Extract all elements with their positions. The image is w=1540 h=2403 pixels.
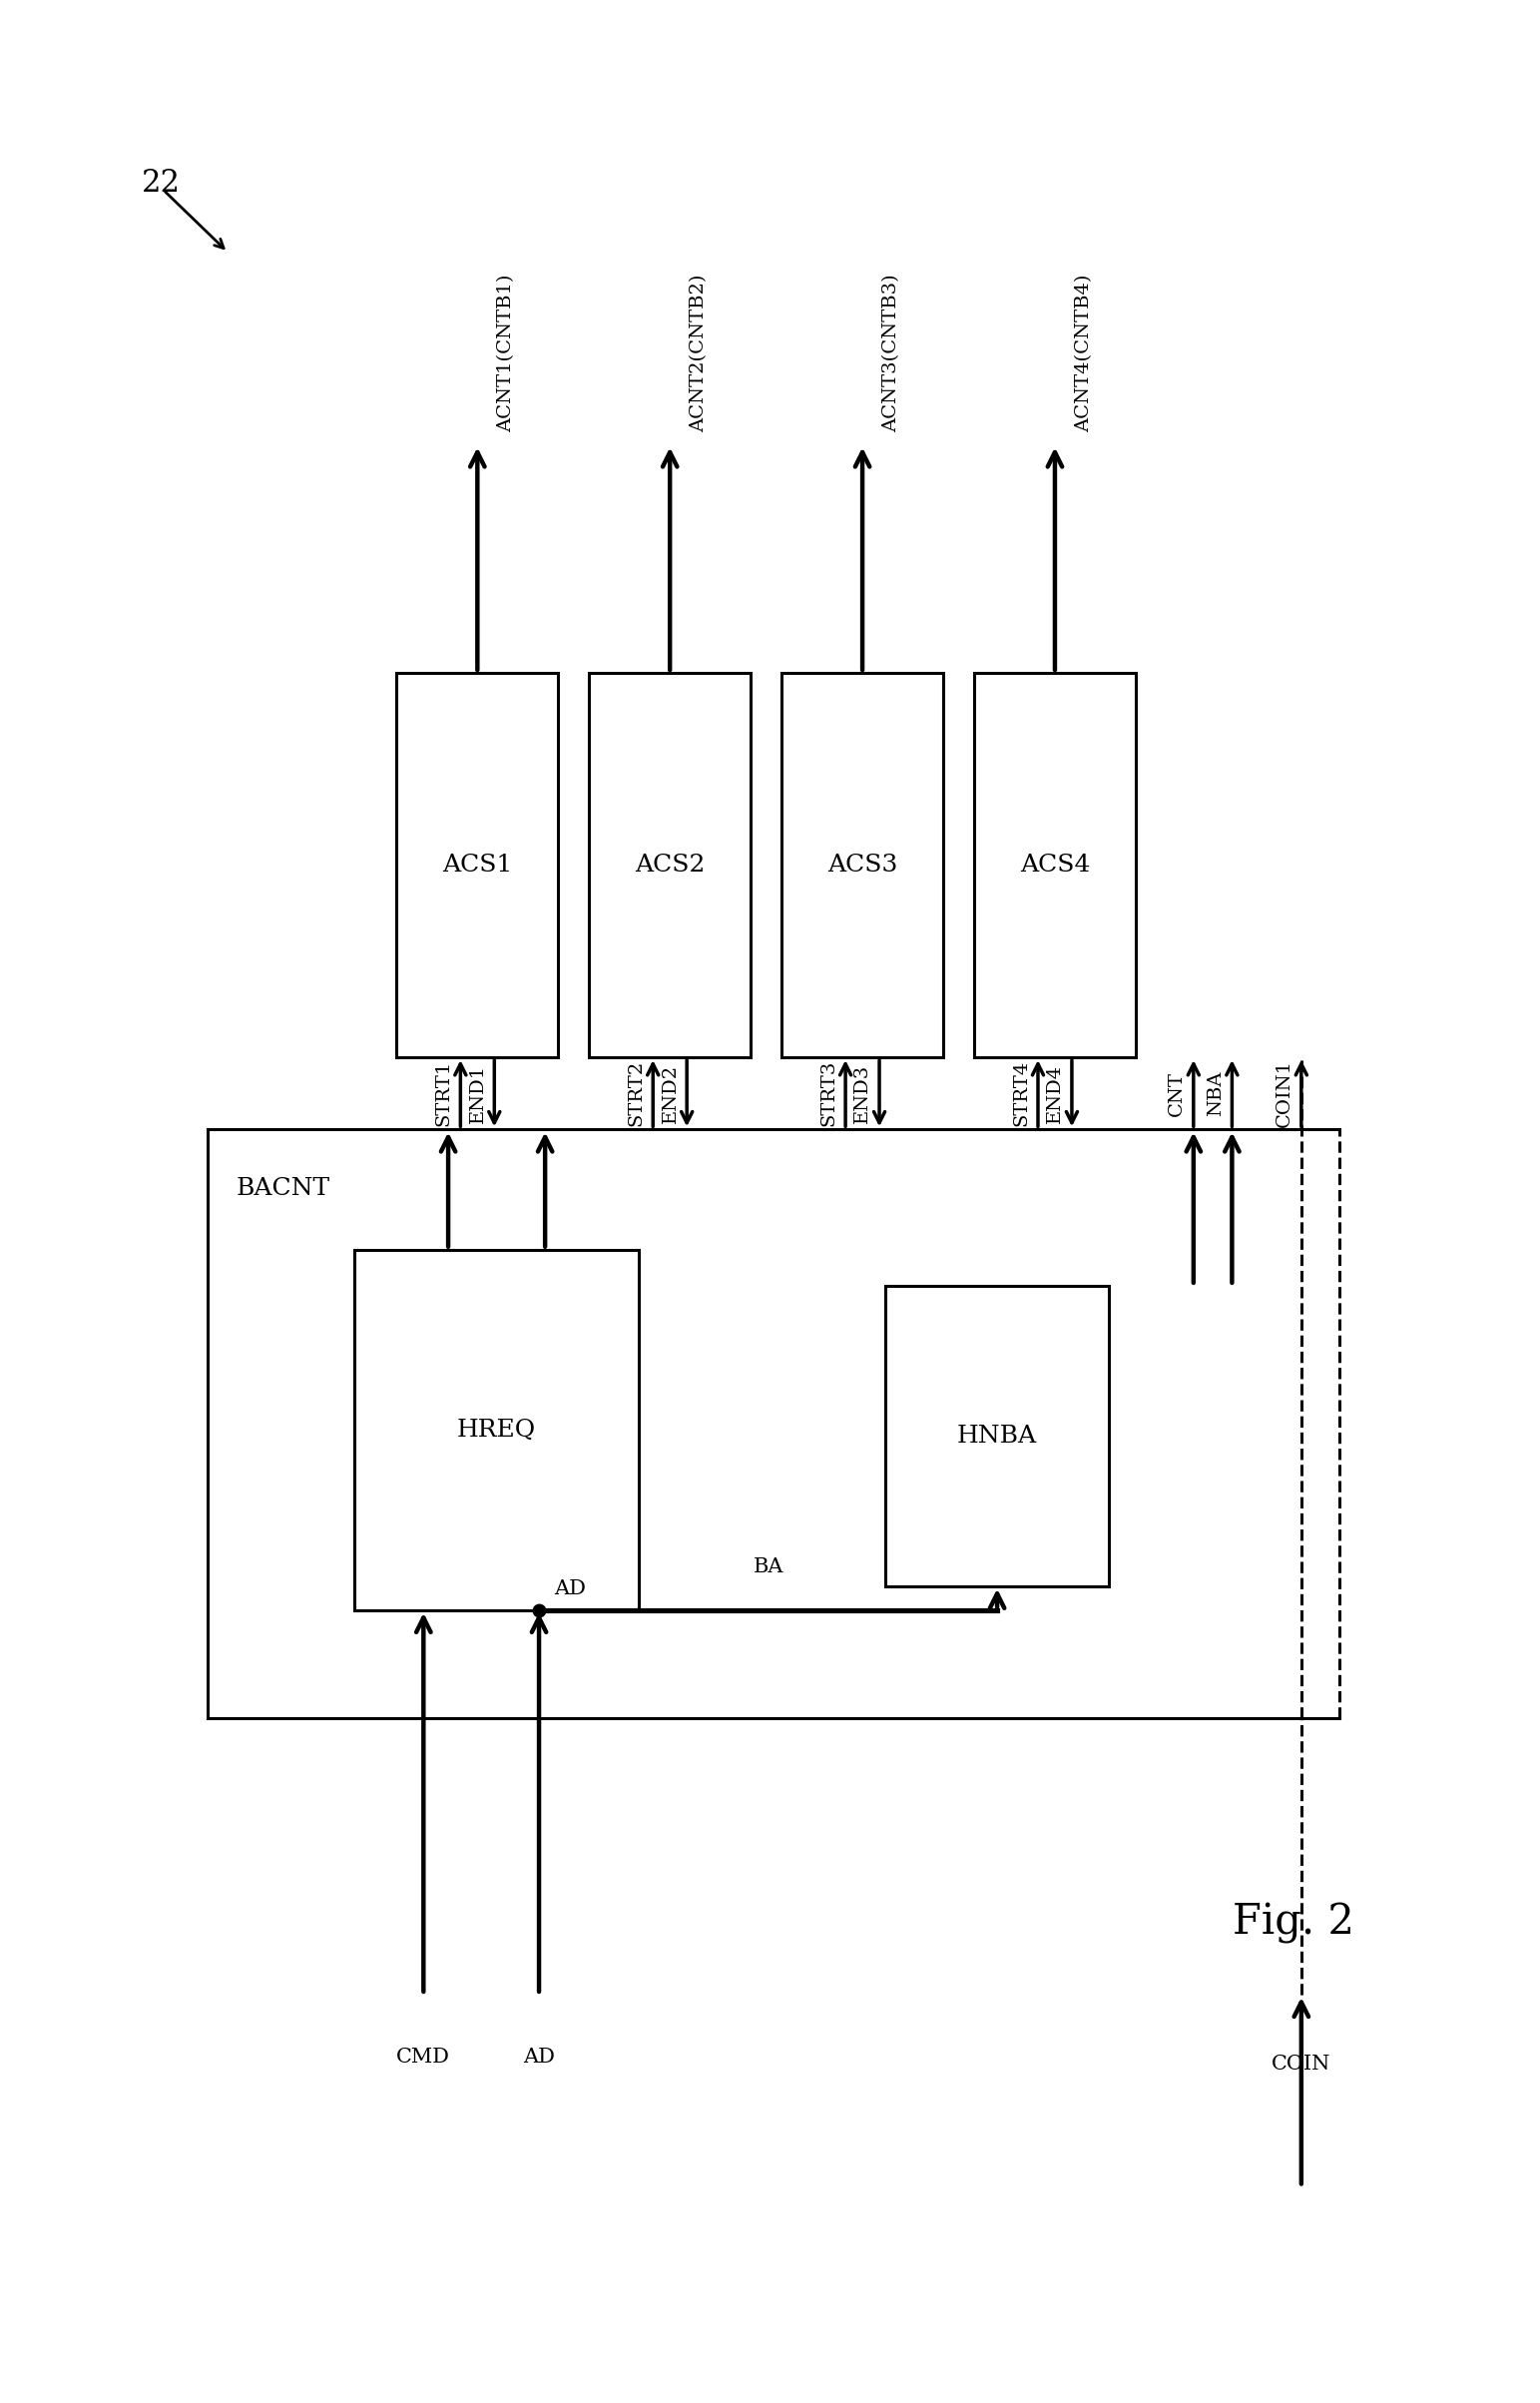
- Text: END4: END4: [1046, 1065, 1064, 1122]
- Text: BA: BA: [753, 1557, 784, 1576]
- Text: ACS1: ACS1: [442, 853, 513, 877]
- Text: NBA: NBA: [1206, 1072, 1224, 1115]
- Text: STRT2: STRT2: [627, 1060, 645, 1127]
- Bar: [975, 673, 1137, 1057]
- Text: COIN: COIN: [1272, 2055, 1331, 2074]
- Text: Fig. 2: Fig. 2: [1232, 1901, 1355, 1944]
- Bar: [354, 1250, 639, 1610]
- Text: END3: END3: [853, 1065, 872, 1122]
- Text: AD: AD: [554, 1579, 587, 1598]
- Text: CMD: CMD: [397, 2047, 450, 2067]
- Text: STRT4: STRT4: [1012, 1060, 1030, 1127]
- Bar: [885, 1286, 1109, 1586]
- Text: COIN1: COIN1: [1275, 1060, 1294, 1127]
- Text: ACS3: ACS3: [827, 853, 898, 877]
- Text: BACNT: BACNT: [236, 1177, 330, 1202]
- Text: AD: AD: [524, 2047, 554, 2067]
- Bar: [588, 673, 752, 1057]
- Text: HNBA: HNBA: [958, 1425, 1036, 1447]
- Text: ACNT2(CNTB2): ACNT2(CNTB2): [690, 274, 708, 433]
- Text: ACNT4(CNTB4): ACNT4(CNTB4): [1075, 274, 1093, 433]
- Text: ACNT1(CNTB1): ACNT1(CNTB1): [497, 274, 516, 433]
- Text: CNT: CNT: [1167, 1072, 1186, 1115]
- Text: ACS4: ACS4: [1019, 853, 1090, 877]
- Text: END2: END2: [661, 1065, 679, 1122]
- Text: STRT1: STRT1: [434, 1060, 453, 1127]
- Text: HREQ: HREQ: [457, 1418, 536, 1442]
- Text: ACNT3(CNTB3): ACNT3(CNTB3): [882, 274, 901, 433]
- Bar: [397, 673, 557, 1057]
- Bar: [782, 673, 942, 1057]
- Text: STRT3: STRT3: [819, 1060, 838, 1127]
- Text: 22: 22: [142, 168, 180, 199]
- Text: ACS2: ACS2: [634, 853, 705, 877]
- Text: END1: END1: [468, 1065, 487, 1122]
